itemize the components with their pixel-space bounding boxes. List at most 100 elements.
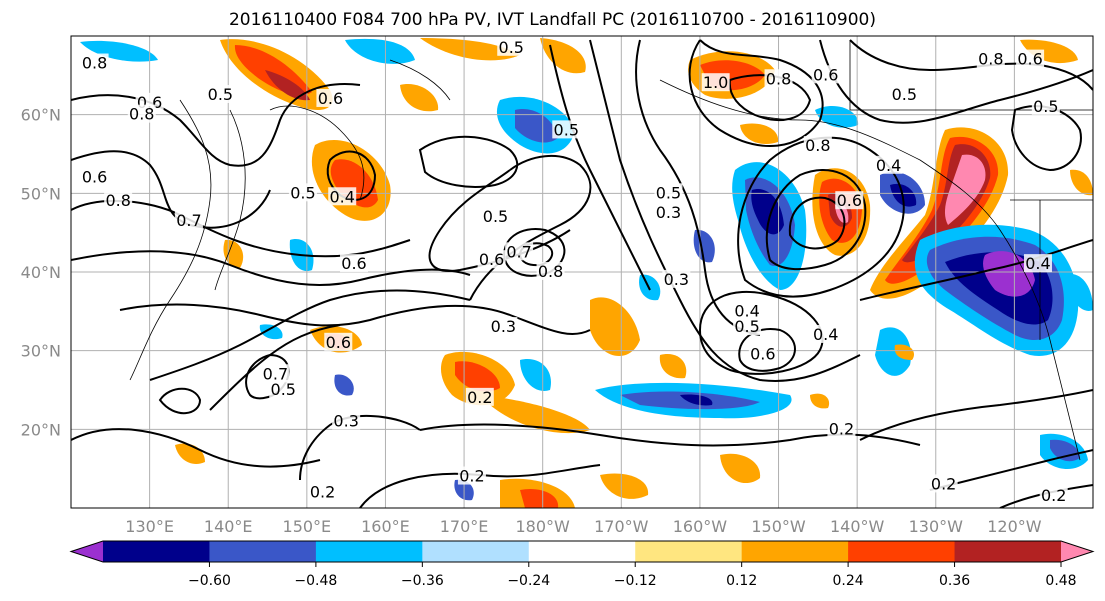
contour-label-bg xyxy=(80,167,109,186)
coastline xyxy=(214,109,246,291)
contour-line xyxy=(788,196,846,250)
contour-label-bg xyxy=(552,120,581,139)
contour-label: 0.7 xyxy=(263,364,288,383)
lon-tick-label: 170°E xyxy=(440,517,489,536)
lat-tick-label: 30°N xyxy=(21,342,61,361)
lon-tick-label: 120°W xyxy=(987,517,1042,536)
contour-label: 0.7 xyxy=(176,211,201,230)
contour-label: 0.6 xyxy=(750,345,775,364)
shade-negative xyxy=(1050,439,1080,462)
contour-label: 0.8 xyxy=(82,54,107,73)
contour-label: 0.5 xyxy=(1033,97,1058,116)
shade-positive xyxy=(810,393,830,409)
contour-label: 0.2 xyxy=(310,482,335,501)
lon-tick-label: 140°W xyxy=(830,517,885,536)
contour-label-bg xyxy=(316,88,345,107)
colorbar-segment xyxy=(848,541,956,562)
contour-label-bg xyxy=(206,85,235,103)
contour-label-bg xyxy=(701,73,730,92)
contour-label-bg xyxy=(748,344,777,363)
contour-label-bg xyxy=(1016,49,1045,68)
contour-label: 0.6 xyxy=(326,333,351,352)
contour-label-bg xyxy=(269,380,298,398)
contour-label-bg xyxy=(803,136,832,155)
lon-tick-label: 170°W xyxy=(594,517,649,536)
coastline xyxy=(269,105,365,201)
contour-label-bg xyxy=(465,387,494,406)
colorbar-extension-high xyxy=(1061,541,1093,562)
contour-label-bg xyxy=(332,411,361,430)
contour-line xyxy=(929,449,1093,491)
contour-label: 0.5 xyxy=(271,380,296,399)
shade-negative xyxy=(259,324,283,340)
contour-label-bg xyxy=(890,85,919,103)
map-frame xyxy=(70,35,1094,509)
contour-line xyxy=(589,39,861,382)
contour-label-bg xyxy=(127,104,156,123)
shade-positive xyxy=(520,488,559,508)
contour-label: 0.8 xyxy=(978,50,1003,69)
contour-line xyxy=(71,150,271,229)
contour-label: 0.8 xyxy=(129,105,154,124)
colorbar-tick-label: 0.12 xyxy=(726,573,757,589)
contour-label-bg xyxy=(457,466,486,485)
map-title: 2016110400 F084 700 hPa PV, IVT Landfall… xyxy=(228,10,876,30)
shade-negative xyxy=(515,109,558,143)
colorbar-segment xyxy=(528,541,636,562)
shade-positive xyxy=(1020,39,1078,64)
contour-line xyxy=(119,303,591,336)
contour-label: 0.2 xyxy=(459,467,484,486)
contour-label-bg xyxy=(340,254,369,273)
contour-label-bg xyxy=(536,262,565,280)
shade-positive xyxy=(590,297,640,357)
contour-label-bg xyxy=(811,65,840,84)
contour-label-bg xyxy=(835,191,864,210)
contour-label-bg xyxy=(662,269,691,288)
shade-negative xyxy=(345,38,415,64)
shade-positive xyxy=(1070,169,1093,196)
contour-label: 0.5 xyxy=(892,85,917,104)
contour-label: 0.2 xyxy=(467,388,492,407)
contour-label-bg xyxy=(174,210,203,229)
contour-label: 0.6 xyxy=(479,250,504,269)
contour-label: 0.8 xyxy=(538,262,563,281)
shade-positive xyxy=(455,361,500,392)
colorbar-extension-low xyxy=(71,541,103,562)
colorbar-segment xyxy=(422,541,530,562)
contour-line xyxy=(859,239,1093,301)
shaded-field xyxy=(80,38,1093,508)
contour-line xyxy=(149,289,471,381)
coastline xyxy=(129,99,212,381)
contour-line xyxy=(738,328,796,372)
contour-label-bg xyxy=(104,191,133,210)
contour-label-bg xyxy=(976,49,1005,68)
contour-line xyxy=(326,150,377,201)
contour-line xyxy=(688,39,824,147)
coastline xyxy=(849,40,1093,111)
colorbar-tick-label: 0.48 xyxy=(1045,573,1076,589)
colorbar-segment xyxy=(209,541,317,562)
contour-line xyxy=(71,250,471,286)
contour-label: 0.2 xyxy=(1041,486,1066,505)
contour-label-bg xyxy=(477,250,506,269)
shade-negative xyxy=(520,359,551,391)
contour-label: 0.6 xyxy=(318,89,343,108)
contour-label: 0.2 xyxy=(829,419,854,438)
contour-label: 0.6 xyxy=(837,191,862,210)
colorbar-segment xyxy=(954,541,1062,562)
contour-line xyxy=(549,44,651,291)
contour-label-bg xyxy=(733,301,762,320)
shade-positive xyxy=(945,154,986,225)
shade-negative xyxy=(680,394,713,406)
contour-line xyxy=(737,136,905,298)
contour-label-bg xyxy=(764,69,793,88)
lon-tick-label: 150°E xyxy=(283,517,332,536)
contour-label: 0.6 xyxy=(1017,50,1042,69)
lat-tick-label: 40°N xyxy=(21,263,61,282)
contour-label-bg xyxy=(288,183,317,202)
contour-line xyxy=(71,428,321,468)
contour-label-bg xyxy=(261,364,290,383)
colorbar-tick-label: −0.60 xyxy=(188,573,231,589)
contour-label-bg xyxy=(481,206,510,225)
shade-positive xyxy=(740,123,779,145)
